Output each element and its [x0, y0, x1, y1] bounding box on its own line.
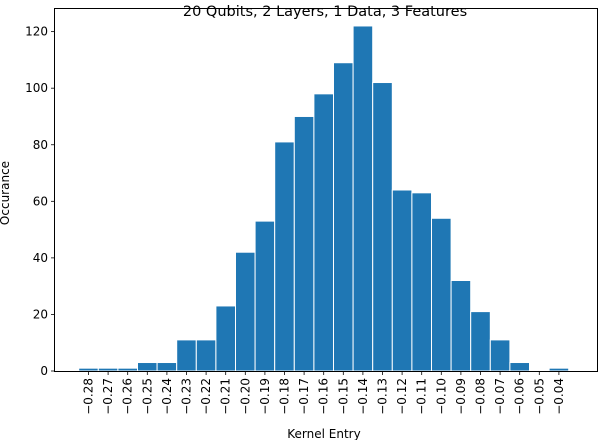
- x-axis-label: Kernel Entry: [287, 427, 360, 440]
- x-tick-label: −0.11: [415, 378, 429, 415]
- y-tick-label: 120: [25, 25, 48, 39]
- x-tick-label: −0.22: [199, 378, 213, 415]
- x-tick-label: −0.08: [474, 378, 488, 415]
- chart-title: 20 Qubits, 2 Layers, 1 Data, 3 Features: [183, 4, 467, 20]
- x-tick-label: −0.09: [454, 378, 468, 415]
- bar--0.10: [431, 217, 452, 372]
- x-tick-label: −0.26: [121, 378, 135, 415]
- bar--0.16: [313, 93, 334, 372]
- x-tick-label: −0.18: [278, 378, 292, 415]
- bar--0.12: [391, 189, 413, 372]
- y-tick-label: 20: [33, 307, 48, 321]
- bar--0.09: [450, 280, 472, 372]
- x-tick-label: −0.15: [336, 378, 350, 415]
- bar--0.17: [293, 115, 315, 372]
- x-tick-label: −0.06: [513, 378, 527, 415]
- x-tick-label: −0.19: [258, 378, 272, 415]
- bar--0.07: [489, 339, 511, 372]
- x-tick-label: −0.04: [552, 378, 566, 415]
- bar--0.21: [215, 305, 236, 372]
- x-tick-label: −0.28: [82, 378, 96, 415]
- x-tick-label: −0.14: [356, 378, 370, 415]
- x-tick-label: −0.27: [101, 378, 115, 415]
- bar--0.26: [117, 367, 139, 372]
- bar--0.14: [352, 25, 374, 372]
- bar--0.28: [78, 367, 99, 372]
- y-tick-label: 0: [40, 364, 48, 378]
- bars-group: [78, 25, 570, 372]
- bar--0.24: [156, 362, 178, 372]
- x-tick-label: −0.10: [434, 378, 448, 415]
- x-tick-label: −0.17: [297, 378, 311, 415]
- x-tick-label: −0.16: [317, 378, 331, 415]
- bar--0.08: [470, 311, 491, 372]
- y-axis-ticks: 0 20 40 60 80 100 120: [25, 25, 55, 378]
- x-tick-label: −0.25: [140, 378, 154, 415]
- y-tick-label: 60: [33, 194, 48, 208]
- y-tick-label: 80: [33, 138, 48, 152]
- x-tick-label: −0.12: [395, 378, 409, 415]
- bar--0.20: [235, 251, 256, 372]
- bar--0.27: [97, 367, 119, 372]
- bar--0.13: [372, 82, 393, 372]
- x-tick-label: −0.24: [160, 378, 174, 415]
- bar--0.25: [137, 362, 158, 372]
- x-tick-label: −0.05: [532, 378, 546, 415]
- bar--0.23: [176, 339, 197, 372]
- x-tick-label: −0.21: [219, 378, 233, 415]
- bar--0.11: [411, 192, 432, 372]
- bar--0.15: [333, 62, 354, 372]
- x-axis-ticks: −0.28 −0.27 −0.26 −0.25 −0.24 −0.23 −0.22 −0.21…: [82, 371, 566, 415]
- bar--0.22: [195, 339, 217, 372]
- bar--0.04: [548, 367, 570, 372]
- bar--0.18: [274, 141, 295, 372]
- bar--0.06: [509, 362, 530, 372]
- x-tick-label: −0.20: [238, 378, 252, 415]
- x-tick-label: −0.13: [376, 378, 390, 415]
- x-tick-label: −0.07: [493, 378, 507, 415]
- bar--0.19: [254, 220, 276, 372]
- x-tick-label: −0.23: [180, 378, 194, 415]
- y-tick-label: 40: [33, 251, 48, 265]
- y-tick-label: 100: [25, 81, 48, 95]
- y-axis-label: Occurance: [0, 161, 12, 225]
